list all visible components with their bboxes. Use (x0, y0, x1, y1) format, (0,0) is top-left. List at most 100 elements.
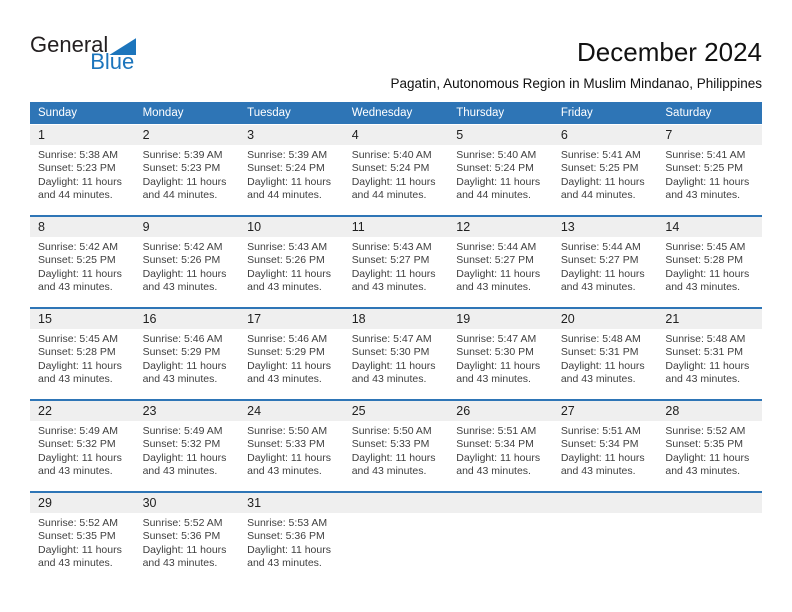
detail-line: and 43 minutes. (142, 373, 218, 386)
detail-line: Sunrise: 5:51 AM (560, 424, 641, 437)
empty-cell (552, 491, 658, 583)
logo-triangle-icon (109, 38, 137, 55)
day-number: 20 (552, 308, 658, 329)
day-details (657, 513, 762, 529)
detail-line: Daylight: 11 hours (560, 451, 645, 464)
detail-line: Sunset: 5:26 PM (247, 254, 325, 267)
detail-line: Sunrise: 5:46 AM (142, 332, 223, 345)
day-number: 6 (552, 124, 658, 145)
weekday-header-row: Sunday Monday Tuesday Wednesday Thursday Frid… (30, 101, 762, 125)
detail-line: Sunset: 5:27 PM (560, 254, 639, 267)
day-details: Sunrise: 5:52 AM Sunset: 5:36 PM Daylight:… (135, 513, 240, 583)
detail-line: Sunrise: 5:49 AM (142, 424, 223, 437)
general-blue-logo: General Blue (30, 34, 137, 74)
page-header: General Blue December 2024 Pagatin, Auto… (0, 0, 792, 91)
day-number: 7 (657, 124, 762, 145)
detail-line: and 43 minutes. (247, 557, 322, 570)
day-cell-31: 31 Sunrise: 5:53 AM Sunset: 5:36 PM Dayligh… (239, 491, 344, 583)
detail-line: Daylight: 11 hours (665, 359, 750, 372)
detail-line: Daylight: 11 hours (560, 267, 645, 280)
logo-text-blue: Blue (90, 49, 135, 74)
detail-line: Sunset: 5:24 PM (456, 162, 534, 175)
detail-line: and 43 minutes. (351, 373, 427, 386)
weekday-label-monday: Monday (134, 101, 240, 125)
detail-line: Daylight: 11 hours (247, 451, 331, 464)
detail-line: Sunset: 5:36 PM (142, 530, 221, 543)
day-cell-20: 20 Sunrise: 5:48 AM Sunset: 5:31 PM Dayligh… (552, 307, 658, 400)
detail-line: Sunset: 5:33 PM (351, 438, 430, 451)
detail-line: Sunrise: 5:45 AM (38, 332, 118, 345)
day-number: 17 (239, 308, 344, 329)
detail-line: Sunrise: 5:53 AM (247, 516, 328, 529)
detail-line: Sunrise: 5:46 AM (247, 332, 328, 345)
day-number: 30 (134, 492, 240, 513)
day-cell-6: 6 Sunrise: 5:41 AM Sunset: 5:25 PM Daylight… (552, 123, 658, 216)
detail-line: Daylight: 11 hours (38, 359, 122, 372)
detail-line: Sunset: 5:23 PM (38, 162, 116, 175)
detail-line: and 43 minutes. (351, 465, 427, 478)
detail-line: Daylight: 11 hours (456, 359, 541, 372)
day-cell-30: 30 Sunrise: 5:52 AM Sunset: 5:36 PM Dayligh… (134, 491, 240, 583)
day-details: Sunrise: 5:48 AM Sunset: 5:31 PM Daylight:… (553, 329, 658, 399)
day-number: 16 (134, 308, 240, 329)
day-number: 25 (343, 400, 449, 421)
day-details: Sunrise: 5:48 AM Sunset: 5:31 PM Daylight:… (657, 329, 762, 399)
day-details: Sunrise: 5:42 AM Sunset: 5:26 PM Daylight:… (135, 237, 240, 307)
day-cell-29: 29 Sunrise: 5:52 AM Sunset: 5:35 PM Dayligh… (30, 491, 135, 583)
day-number: 28 (657, 400, 762, 421)
detail-line: Sunrise: 5:49 AM (38, 424, 118, 437)
detail-line: Sunrise: 5:51 AM (456, 424, 537, 437)
detail-line: Sunrise: 5:47 AM (351, 332, 432, 345)
detail-line: Sunrise: 5:50 AM (247, 424, 328, 437)
day-details: Sunrise: 5:46 AM Sunset: 5:29 PM Daylight:… (135, 329, 240, 399)
day-cell-5: 5 Sunrise: 5:40 AM Sunset: 5:24 PM Daylight… (448, 123, 553, 216)
detail-line: Sunset: 5:28 PM (38, 346, 116, 359)
day-number: 23 (134, 400, 240, 421)
detail-line: Daylight: 11 hours (142, 543, 227, 556)
day-details: Sunrise: 5:38 AM Sunset: 5:23 PM Daylight:… (30, 145, 135, 215)
day-details: Sunrise: 5:50 AM Sunset: 5:33 PM Daylight:… (344, 421, 449, 491)
day-number: 31 (239, 492, 344, 513)
day-number: 12 (448, 216, 553, 237)
detail-line: and 43 minutes. (456, 465, 531, 478)
detail-line: Sunset: 5:32 PM (142, 438, 221, 451)
day-details (448, 513, 553, 529)
logo-line1: General (30, 34, 137, 56)
detail-line: and 44 minutes. (38, 189, 113, 202)
detail-line: and 43 minutes. (142, 281, 218, 294)
day-cell-7: 7 Sunrise: 5:41 AM Sunset: 5:25 PM Daylight… (657, 123, 762, 216)
day-number: 13 (552, 216, 658, 237)
weekday-label-tuesday: Tuesday (239, 101, 344, 125)
detail-line: Sunrise: 5:41 AM (560, 148, 641, 161)
day-number (343, 492, 449, 513)
day-details: Sunrise: 5:43 AM Sunset: 5:27 PM Daylight:… (344, 237, 449, 307)
day-number: 18 (343, 308, 449, 329)
detail-line: Sunrise: 5:47 AM (456, 332, 537, 345)
detail-line: and 43 minutes. (456, 373, 531, 386)
detail-line: and 43 minutes. (247, 281, 322, 294)
detail-line: Daylight: 11 hours (38, 451, 122, 464)
day-cell-18: 18 Sunrise: 5:47 AM Sunset: 5:30 PM Dayligh… (343, 307, 449, 400)
detail-line: Sunrise: 5:39 AM (142, 148, 223, 161)
detail-line: Sunset: 5:27 PM (351, 254, 430, 267)
detail-line: Daylight: 11 hours (351, 175, 436, 188)
day-cell-2: 2 Sunrise: 5:39 AM Sunset: 5:23 PM Daylight… (134, 123, 240, 216)
day-number: 5 (448, 124, 553, 145)
detail-line: Sunset: 5:24 PM (247, 162, 325, 175)
day-cell-17: 17 Sunrise: 5:46 AM Sunset: 5:29 PM Dayligh… (239, 307, 344, 400)
detail-line: Sunrise: 5:38 AM (38, 148, 118, 161)
day-details: Sunrise: 5:47 AM Sunset: 5:30 PM Daylight:… (344, 329, 449, 399)
day-cell-26: 26 Sunrise: 5:51 AM Sunset: 5:34 PM Dayligh… (448, 399, 553, 492)
detail-line: and 44 minutes. (456, 189, 531, 202)
detail-line: Sunrise: 5:43 AM (247, 240, 328, 253)
day-cell-21: 21 Sunrise: 5:48 AM Sunset: 5:31 PM Dayligh… (657, 307, 762, 400)
detail-line: Daylight: 11 hours (560, 175, 645, 188)
day-cell-13: 13 Sunrise: 5:44 AM Sunset: 5:27 PM Dayligh… (552, 215, 658, 308)
detail-line: and 43 minutes. (456, 281, 531, 294)
weekday-label-thursday: Thursday (448, 101, 553, 125)
detail-line: Sunset: 5:33 PM (247, 438, 325, 451)
day-cell-11: 11 Sunrise: 5:43 AM Sunset: 5:27 PM Dayligh… (343, 215, 449, 308)
detail-line: Sunset: 5:29 PM (142, 346, 221, 359)
detail-line: Daylight: 11 hours (247, 267, 331, 280)
